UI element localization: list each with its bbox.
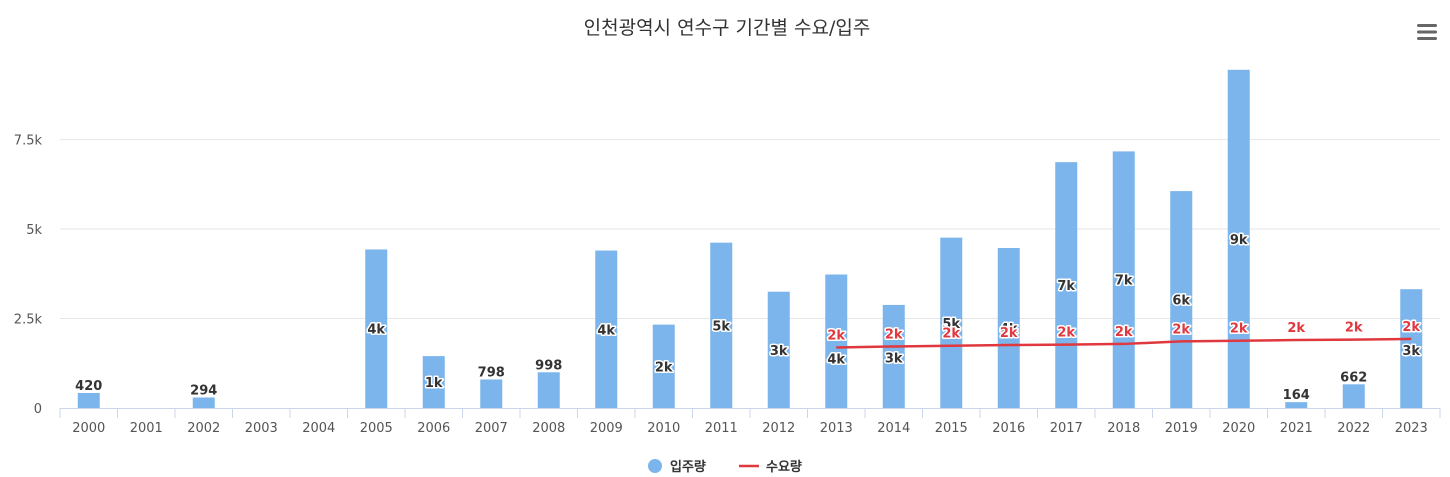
grid-lines: [60, 139, 1440, 320]
bar: [365, 249, 388, 408]
bar-series: [77, 69, 1423, 409]
bar: [1285, 402, 1308, 408]
bar: [77, 392, 100, 408]
legend-item-line[interactable]: 수요량: [739, 460, 802, 475]
bar: [595, 250, 618, 408]
bar-data-label: 9k: [1230, 233, 1248, 248]
x-tick-label: 2017: [1050, 421, 1083, 436]
x-tick-label: 2020: [1222, 421, 1255, 436]
y-tick-label: 5k: [26, 223, 42, 238]
bar-data-label: 4k: [367, 323, 385, 338]
chart-title: 인천광역시 연수구 기간별 수요/입주: [584, 17, 871, 39]
bar-data-label: 1k: [425, 376, 443, 391]
x-tick-label: 2004: [302, 421, 335, 436]
bar: [997, 248, 1020, 408]
y-tick-label: 2.5k: [14, 313, 43, 328]
line-data-label: 2k: [1115, 325, 1133, 340]
bar: [537, 372, 560, 408]
x-tick-label: 2002: [187, 421, 220, 436]
bar-data-label: 7k: [1115, 274, 1133, 289]
bar: [1227, 69, 1250, 408]
x-tick-label: 2011: [705, 421, 738, 436]
bar-data-label: 798: [478, 365, 505, 380]
bar-data-label: 4k: [827, 353, 845, 368]
line-data-label: 2k: [885, 327, 903, 342]
bar-data-label: 7k: [1057, 279, 1075, 294]
x-tick-label: 2019: [1165, 421, 1198, 436]
y-tick-label: 0: [34, 402, 42, 417]
line-path: [836, 337, 1412, 349]
legend-bar-swatch: [648, 459, 662, 473]
bar: [1342, 384, 1365, 408]
bar: [480, 379, 503, 408]
line-data-label: 2k: [1000, 326, 1018, 341]
x-tick-label: 2010: [647, 421, 680, 436]
bar: [825, 274, 848, 408]
x-tick-label: 2009: [590, 421, 623, 436]
bar: [940, 237, 963, 408]
bar-data-label: 3k: [885, 351, 903, 366]
line-data-label: 2k: [1402, 320, 1420, 335]
line-data-label: 2k: [942, 327, 960, 342]
legend-bar-label: 입주량: [670, 460, 706, 475]
line-series: [836, 337, 1412, 349]
line-data-label: 2k: [827, 329, 845, 344]
bar: [710, 242, 733, 408]
x-axis: 2000 2001 2002 2003 2004 2005 2006 2007 2008 2009…: [59, 408, 1441, 436]
x-tick-label: 2012: [762, 421, 795, 436]
bar-data-label: 4k: [597, 323, 615, 338]
x-tick-label: 2013: [820, 421, 853, 436]
line-data-label: 2k: [1287, 321, 1305, 336]
bar-data-label: 3k: [770, 344, 788, 359]
bar-data-label: 5k: [712, 319, 730, 334]
x-tick-label: 2007: [475, 421, 508, 436]
bar: [652, 324, 675, 408]
bar-data-label: 4k: [1000, 322, 1018, 337]
line-data-label: 2k: [1345, 321, 1363, 336]
x-tick-label: 2021: [1280, 421, 1313, 436]
x-tick-label: 2006: [417, 421, 450, 436]
bar-data-label: 420: [75, 379, 102, 394]
bar: [422, 356, 445, 408]
bar-data-label: 294: [190, 383, 217, 398]
bar-data-label: 3k: [1402, 344, 1420, 359]
bar-data-label: 6k: [1172, 294, 1190, 309]
bar: [1170, 191, 1193, 408]
legend-line-label: 수요량: [766, 460, 802, 475]
x-tick-label: 2008: [532, 421, 565, 436]
x-tick-label: 2003: [245, 421, 278, 436]
x-tick-label: 2016: [992, 421, 1025, 436]
bar: [1055, 162, 1078, 408]
x-tick-label: 2015: [935, 421, 968, 436]
y-tick-label: 7.5k: [14, 134, 43, 149]
x-tick-label: 2014: [877, 421, 910, 436]
hamburger-menu-icon[interactable]: [1416, 23, 1438, 41]
bar-data-label: 2k: [655, 360, 673, 375]
line-data-label: 2k: [1172, 322, 1190, 337]
legend: 입주량 수요량: [648, 459, 802, 475]
x-tick-label: 2023: [1395, 421, 1428, 436]
line-data-label: 2k: [1057, 326, 1075, 341]
x-tick-label: 2018: [1107, 421, 1140, 436]
bar-data-label: 998: [535, 358, 562, 373]
y-axis: 0 2.5k 5k 7.5k: [14, 134, 43, 417]
bar: [882, 304, 905, 408]
bar: [1400, 289, 1423, 408]
legend-item-bar[interactable]: 입주량: [648, 459, 706, 475]
x-tick-label: 2000: [72, 421, 105, 436]
line-data-label: 2k: [1230, 322, 1248, 337]
x-tick-label: 2022: [1337, 421, 1370, 436]
x-tick-label: 2005: [360, 421, 393, 436]
x-tick-label: 2001: [130, 421, 163, 436]
bar-data-label: 662: [1340, 370, 1367, 385]
bar-data-label: 5k: [942, 317, 960, 332]
bar: [192, 397, 215, 408]
bar: [767, 291, 790, 408]
bar-data-label: 164: [1283, 388, 1310, 403]
